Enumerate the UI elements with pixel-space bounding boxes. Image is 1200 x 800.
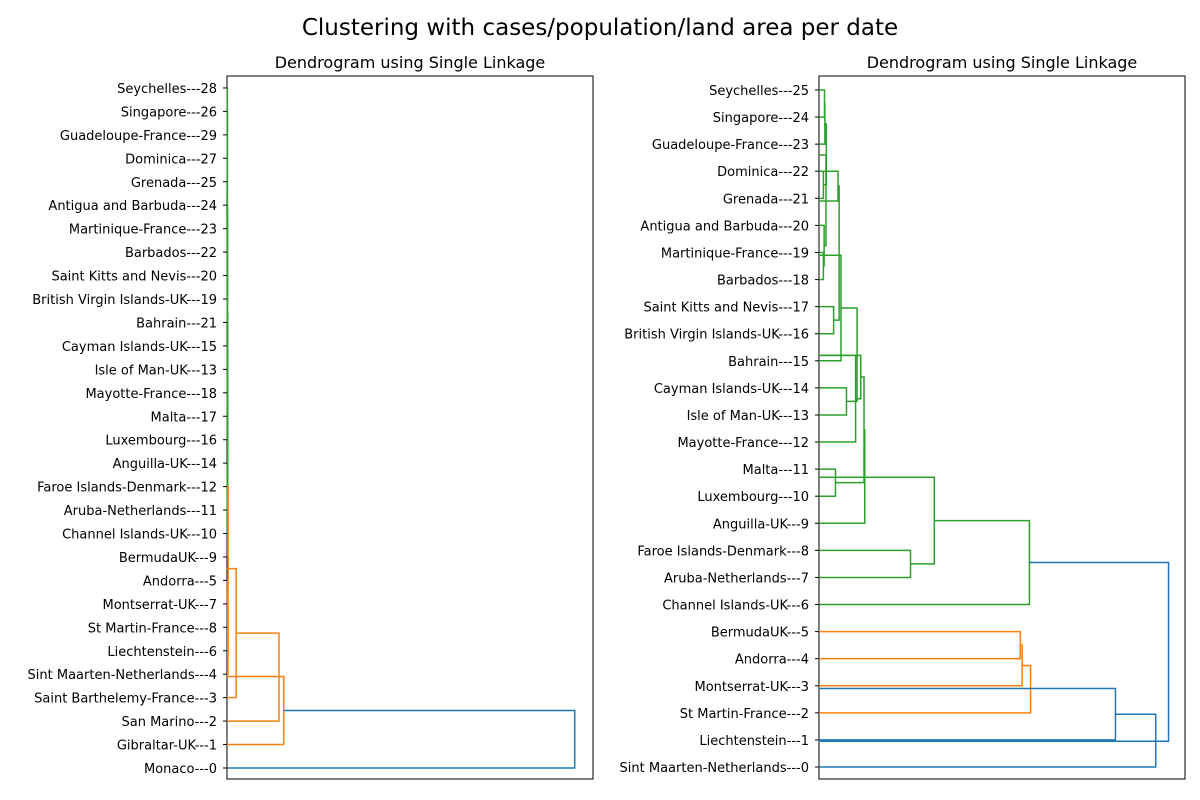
leaf-label: Bahrain---21 [136, 316, 217, 331]
dendrogram-link [819, 354, 862, 400]
leaf-label: Malta---11 [743, 463, 809, 478]
dendrogram-link [819, 251, 825, 281]
dendrogram-link [819, 519, 1031, 606]
dendrogram-link [819, 89, 826, 118]
leaf-label: Antigua and Barbuda---24 [48, 199, 217, 214]
leaf-label: Antigua and Barbuda---20 [640, 219, 809, 234]
dendrogram-link [819, 561, 1170, 743]
leaf-label: Saint Kitts and Nevis---20 [51, 270, 217, 285]
dendrogram-link [819, 687, 1117, 741]
leaf-label: Guadeloupe-France---23 [652, 138, 809, 153]
leaf-label: Gibraltar-UK---1 [117, 739, 217, 754]
leaf-label: Martinique-France---23 [69, 223, 217, 238]
leaf-label: Martinique-France---19 [661, 246, 809, 261]
right-leaf-labels: Sint Maarten-Netherlands---0 Liechtenstei… [620, 84, 819, 776]
left-dendrogram: Dendrogram using Single Linkage Monaco--… [28, 53, 594, 780]
leaf-label: Mayotte-France---12 [677, 436, 809, 451]
leaf-label: Grenada---21 [723, 192, 809, 207]
dendrogram-link [819, 305, 835, 335]
left-axes-frame [226, 75, 594, 780]
left-links [226, 87, 576, 769]
dendrogram-link [227, 485, 229, 654]
leaf-label: Anguilla-UK---9 [713, 517, 809, 532]
leaf-label: Sint Maarten-Netherlands---0 [620, 761, 809, 776]
leaf-label: Seychelles---25 [709, 84, 809, 99]
dendrogram-link [227, 709, 576, 769]
dendrogram-link [819, 170, 839, 202]
leaf-label: Cayman Islands-UK---15 [62, 340, 217, 355]
leaf-label: Faroe Islands-Denmark---8 [637, 544, 809, 559]
leaf-label: Sint Maarten-Netherlands---4 [28, 668, 217, 683]
leaf-label: British Virgin Islands-UK---19 [32, 293, 217, 308]
leaf-label: Cayman Islands-UK---14 [654, 382, 809, 397]
leaf-label: Liechtenstein---6 [107, 645, 217, 660]
leaf-label: Dominica---27 [125, 152, 217, 167]
leaf-label: Seychelles---28 [117, 82, 217, 97]
dendrogram-link [819, 468, 837, 497]
leaf-label: Grenada---25 [131, 176, 217, 191]
leaf-label: Channel Islands-UK---6 [662, 599, 809, 614]
leaf-label: Faroe Islands-Denmark---12 [37, 481, 217, 496]
leaf-label: Luxembourg---10 [697, 490, 809, 505]
leaf-label: BermudaUK---9 [119, 551, 217, 566]
leaf-label: Montserrat-UK---3 [694, 680, 809, 695]
leaf-label: Barbados---22 [125, 246, 217, 261]
right-dendrogram-title: Dendrogram using Single Linkage [867, 53, 1138, 72]
leaf-label: St Martin-France---2 [680, 707, 809, 722]
leaf-label: Liechtenstein---1 [699, 734, 809, 749]
leaf-label: Andorra---4 [735, 653, 809, 668]
leaf-label: Singapore---26 [121, 105, 217, 120]
right-links [819, 89, 1170, 768]
leaf-label: San Marino---2 [121, 715, 217, 730]
leaf-label: Channel Islands-UK---10 [62, 528, 217, 543]
left-dendrogram-title: Dendrogram using Single Linkage [275, 53, 546, 72]
left-leaf-labels: Monaco---0 Gibraltar-UK---1 San Marino---2… [28, 82, 227, 777]
leaf-label: Saint Kitts and Nevis---17 [643, 301, 809, 316]
leaf-label: Anguilla-UK---14 [113, 457, 217, 472]
dendrogram-link [819, 170, 825, 200]
dendrogram-link [819, 354, 857, 443]
leaf-label: Isle of Man-UK---13 [687, 409, 809, 424]
dendrogram-link [819, 549, 912, 579]
dendrogram-link [835, 376, 865, 484]
right-dendrogram: Dendrogram using Single Linkage Sint Maa… [620, 53, 1186, 780]
leaf-label: Mayotte-France---18 [85, 387, 217, 402]
leaf-label: Bahrain---15 [728, 355, 809, 370]
leaf-label: Andorra---5 [143, 574, 217, 589]
leaf-label: Malta---17 [151, 410, 217, 425]
dendrogram-link [819, 254, 842, 362]
leaf-label: St Martin-France---8 [88, 621, 217, 636]
leaf-label: Dominica---22 [717, 165, 809, 180]
figure-suptitle: Clustering with cases/population/land ar… [302, 15, 898, 41]
leaf-label: Saint Barthelemy-France---3 [34, 692, 217, 707]
leaf-label: Aruba-Netherlands---11 [64, 504, 217, 519]
dendrogram-link [833, 185, 840, 321]
leaf-label: Barbados---18 [717, 274, 809, 289]
leaf-label: BermudaUK---5 [711, 626, 809, 641]
leaf-label: Luxembourg---16 [105, 434, 217, 449]
leaf-label: Monaco---0 [144, 762, 217, 777]
dendrogram-link [819, 644, 1023, 687]
dendrogram-link [819, 387, 848, 416]
leaf-label: British Virgin Islands-UK---16 [624, 328, 809, 343]
leaf-label: Aruba-Netherlands---7 [664, 571, 809, 586]
right-axes-frame [818, 75, 1186, 780]
leaf-label: Guadeloupe-France---29 [60, 129, 217, 144]
dendrogram-link [819, 630, 1022, 660]
leaf-label: Singapore---24 [713, 111, 809, 126]
leaf-label: Isle of Man-UK---13 [95, 363, 217, 378]
leaf-label: Montserrat-UK---7 [102, 598, 217, 613]
